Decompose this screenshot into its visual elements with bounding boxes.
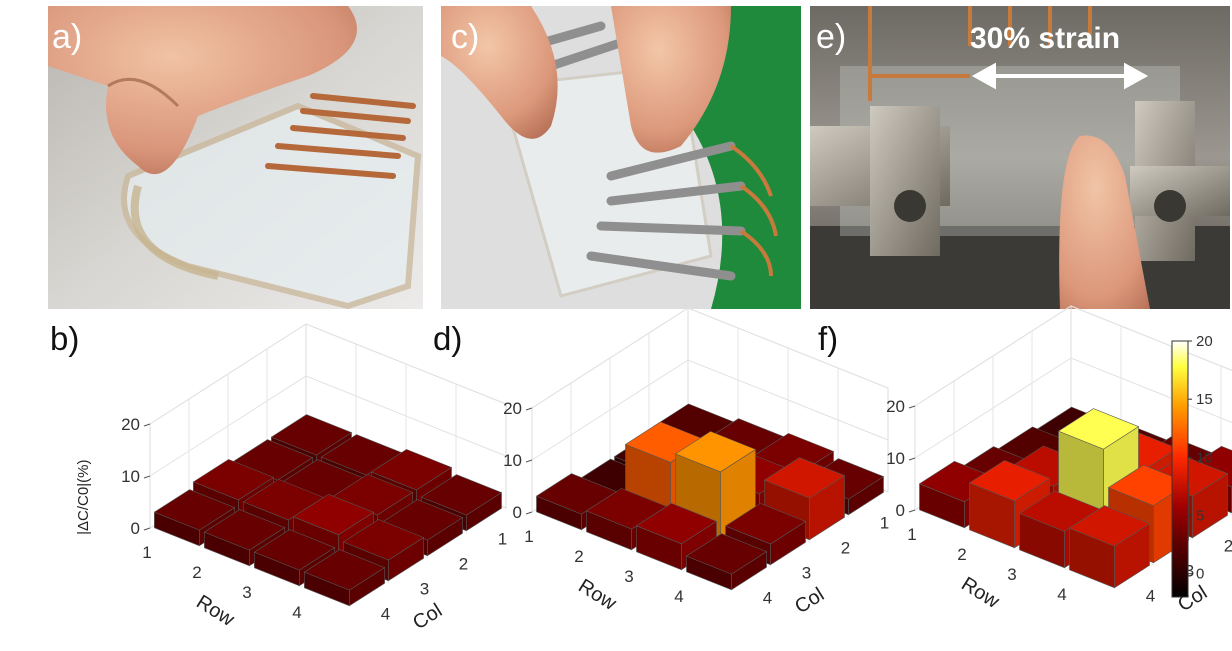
- colorbar-tick-label: 0: [1196, 566, 1204, 583]
- z-axis-label: |ΔC/C0|(%): [75, 460, 92, 535]
- row-tick-label: 4: [674, 587, 683, 606]
- col-tick-label: 3: [802, 564, 811, 583]
- z-gridline: [914, 305, 1232, 407]
- bar-face-top: [270, 414, 353, 456]
- row-tick-label: 3: [242, 583, 251, 602]
- chart-b: 0 10 20 |ΔC/C0|(%) 1 2 3 4 1 2 3 4 Row Col: [75, 323, 507, 635]
- z-tick-mark: [143, 527, 151, 531]
- bar-face-top: [303, 549, 386, 591]
- row-tick-label: 1: [142, 543, 151, 562]
- row-axis-label: Row: [192, 591, 238, 631]
- panel-label-e: e): [816, 18, 846, 56]
- chart-d: 0 10 20 1 2 3 4 1 2 3 4 Row Col: [503, 307, 889, 619]
- bar-face-top: [153, 489, 236, 531]
- photo-c-sensor-with-clips: c): [441, 6, 801, 309]
- bar-face-top: [192, 459, 275, 501]
- bar-face-top: [1057, 408, 1140, 450]
- row-tick-label: 3: [1007, 565, 1016, 584]
- bar-r4-c4: [303, 549, 386, 607]
- row-tick-label: 2: [192, 563, 201, 582]
- strain-annotation: 30% strain: [970, 22, 1120, 55]
- bar-r3-c4: [253, 529, 336, 587]
- col-tick-label: 2: [459, 555, 468, 574]
- z-tick-label: 0: [513, 503, 522, 522]
- bar-face-top: [968, 460, 1051, 502]
- panel-label-d: d): [433, 320, 463, 357]
- colorbar: 20 15 10 5 0: [1171, 333, 1213, 598]
- z-tick-mark: [525, 407, 533, 411]
- row-tick-label: 1: [907, 525, 916, 544]
- colorbar-tick-label: 10: [1196, 449, 1213, 466]
- photo-e-strain-test-rig: 30% strain e): [810, 6, 1230, 309]
- row-axis-label: Row: [957, 573, 1003, 613]
- z-tick-mark: [143, 475, 151, 479]
- z-tick-mark: [908, 509, 916, 513]
- row-axis-label: Row: [574, 575, 620, 615]
- z-tick-label: 20: [503, 399, 522, 418]
- row-tick-label: 2: [574, 547, 583, 566]
- colorbar-gradient: [1171, 340, 1189, 598]
- col-axis-label: Col: [409, 600, 446, 635]
- bar-face-top: [292, 493, 375, 536]
- z-tick-mark: [525, 511, 533, 515]
- panel-label-c: c): [451, 18, 479, 56]
- z-tick-label: 0: [896, 501, 905, 520]
- z-tick-label: 0: [131, 519, 140, 538]
- bar-face-top: [724, 503, 807, 545]
- bar-face-top: [763, 457, 846, 499]
- col-tick-label: 1: [498, 530, 507, 549]
- bar-face-top: [1068, 505, 1151, 547]
- col-tick-label: 1: [880, 514, 889, 533]
- colorbar-tick-label: 15: [1196, 391, 1213, 408]
- bar-face-top: [203, 509, 286, 551]
- row-tick-label: 4: [1057, 585, 1066, 604]
- z-gridline: [914, 357, 1232, 459]
- z-gridline: [531, 359, 889, 461]
- z-tick-mark: [143, 423, 151, 427]
- panel-label-a: a): [52, 18, 82, 56]
- z-tick-label: 10: [503, 451, 522, 470]
- panel-label-f: f): [818, 320, 839, 357]
- bar-r4-c4: [1068, 505, 1151, 589]
- z-tick-label: 10: [121, 467, 140, 486]
- z-gridline: [149, 323, 507, 425]
- z-gridline: [149, 375, 507, 477]
- col-tick-label: 4: [1146, 587, 1155, 606]
- bar-face-top: [342, 519, 425, 561]
- bar-face-top: [370, 449, 453, 491]
- z-tick-mark: [525, 459, 533, 463]
- col-tick-label: 2: [1224, 537, 1232, 556]
- bar-face-top: [253, 529, 336, 571]
- bar-face-top: [674, 431, 757, 473]
- col-tick-label: 3: [1185, 562, 1194, 581]
- photo-a-stretchable-sensor-bent: a): [48, 6, 423, 309]
- col-tick-label: 3: [420, 580, 429, 599]
- row-tick-label: 2: [957, 545, 966, 564]
- z-tick-mark: [908, 457, 916, 461]
- row-tick-label: 1: [524, 527, 533, 546]
- col-axis-label: Col: [791, 584, 828, 619]
- panel-label-b: b): [50, 320, 80, 357]
- bar-face-top: [420, 474, 503, 516]
- z-tick-label: 10: [886, 449, 905, 468]
- z-tick-mark: [908, 405, 916, 409]
- z-tick-label: 20: [121, 415, 140, 434]
- bar-r4-c4: [685, 533, 768, 591]
- row-tick-label: 4: [292, 603, 301, 622]
- colorbar-tick-label: 5: [1196, 508, 1204, 525]
- col-tick-label: 4: [381, 605, 390, 624]
- bar-face-top: [635, 502, 718, 545]
- bar-face-top: [685, 533, 768, 575]
- row-tick-label: 3: [624, 567, 633, 586]
- z-tick-label: 20: [886, 397, 905, 416]
- col-tick-label: 2: [841, 539, 850, 558]
- col-tick-label: 4: [763, 589, 772, 608]
- z-gridline: [531, 307, 889, 409]
- colorbar-tick-label: 20: [1196, 333, 1213, 350]
